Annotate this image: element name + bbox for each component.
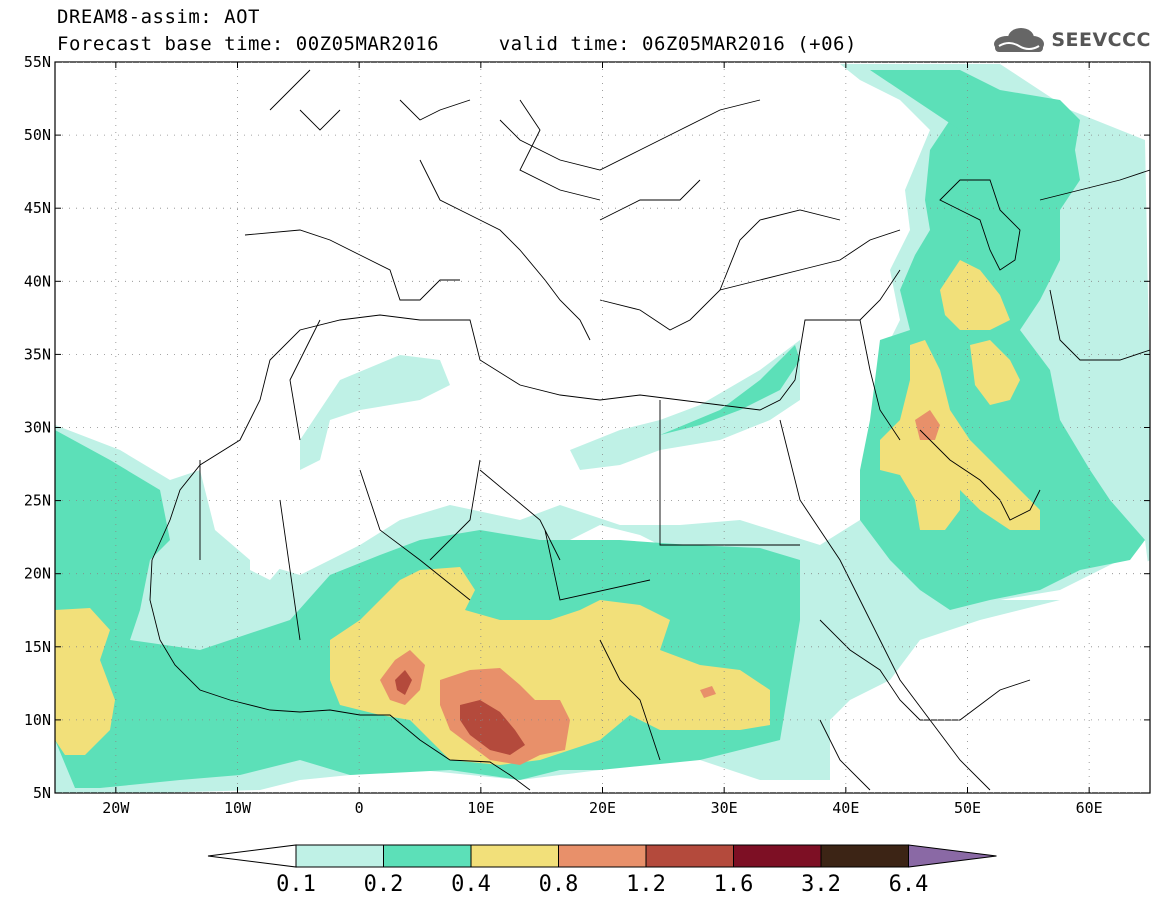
forecast-time-subtitle: Forecast base time: 00Z05MAR2016 valid t… xyxy=(57,33,857,55)
seevccc-logo: SEEVCCC xyxy=(991,26,1151,54)
aot-shading xyxy=(55,64,1150,793)
lon-tick-label: 10W xyxy=(224,799,252,817)
aot-level-0.4 xyxy=(55,260,1040,765)
lat-tick-label: 15N xyxy=(24,638,51,656)
lon-tick-label: 30E xyxy=(711,799,738,817)
colorbar-label: 0.2 xyxy=(364,872,404,897)
longitude-axis: 20W 10W 0 10E 20E 30E 40E 50E 60E xyxy=(102,62,1103,817)
colorbar-segment xyxy=(820,844,909,868)
lon-tick-label: 20W xyxy=(102,799,130,817)
colorbar-label: 3.2 xyxy=(801,872,841,897)
lat-tick-label: 20N xyxy=(24,565,51,583)
coastlines-and-borders xyxy=(149,69,1150,791)
colorbar-low-arrow xyxy=(207,844,297,868)
lat-tick-label: 45N xyxy=(24,199,51,217)
latitude-axis: 5N 10N 15N 20N 25N 30N 35N 40N 45N 50N 55N xyxy=(24,53,1150,802)
colorbar-segment xyxy=(645,844,734,868)
colorbar-label: 1.6 xyxy=(714,872,754,897)
lon-tick-label: 50E xyxy=(954,799,981,817)
brand-name: SEEVCCC xyxy=(1051,29,1151,51)
lat-tick-label: 30N xyxy=(24,419,51,437)
colorbar-segment xyxy=(295,844,384,868)
colorbar-high-arrow xyxy=(908,844,997,868)
lat-tick-label: 5N xyxy=(33,784,51,802)
colorbar-label: 0.1 xyxy=(276,872,316,897)
lat-tick-label: 10N xyxy=(24,711,51,729)
lon-tick-label: 40E xyxy=(832,799,859,817)
colorbar-segment xyxy=(558,844,647,868)
colorbar-label: 0.4 xyxy=(451,872,491,897)
cloud-logo-icon xyxy=(994,28,1045,52)
lon-tick-label: 60E xyxy=(1076,799,1103,817)
aot-level-1.2 xyxy=(395,670,525,755)
graticule xyxy=(55,62,1150,793)
aot-colorbar: 0.1 0.2 0.4 0.8 1.2 1.6 3.2 6.4 xyxy=(207,844,997,897)
lon-tick-label: 0 xyxy=(355,799,364,817)
colorbar-segment xyxy=(733,844,822,868)
colorbar-label: 1.2 xyxy=(626,872,666,897)
lat-tick-label: 35N xyxy=(24,345,51,363)
colorbar-segment xyxy=(383,844,472,868)
colorbar-label: 0.8 xyxy=(539,872,579,897)
colorbar-label: 6.4 xyxy=(889,872,929,897)
lat-tick-label: 50N xyxy=(24,126,51,144)
lon-tick-label: 10E xyxy=(467,799,494,817)
colorbar-segment xyxy=(470,844,559,868)
lat-tick-label: 40N xyxy=(24,272,51,290)
map-title: DREAM8-assim: AOT xyxy=(57,6,260,28)
lon-tick-label: 20E xyxy=(589,799,616,817)
lat-tick-label: 25N xyxy=(24,492,51,510)
lat-tick-label: 55N xyxy=(24,53,51,71)
